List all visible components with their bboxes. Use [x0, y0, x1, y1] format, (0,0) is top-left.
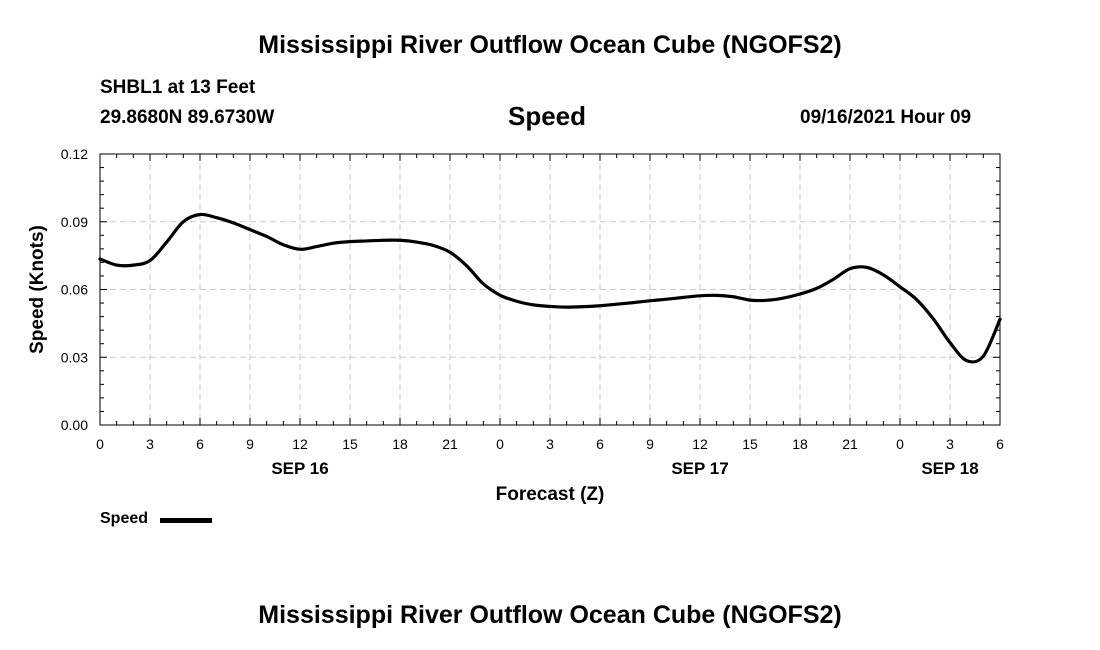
- x-tick-label: 3: [546, 436, 554, 452]
- x-tick-label: 21: [442, 436, 458, 452]
- forecast-datetime: 09/16/2021 Hour 09: [800, 107, 972, 128]
- y-tick-label: 0.03: [61, 349, 88, 365]
- y-tick-label: 0.12: [61, 146, 88, 162]
- x-tick-label: 9: [646, 436, 654, 452]
- x-tick-label: 6: [196, 436, 204, 452]
- x-tick-label: 18: [392, 436, 408, 452]
- x-tick-label: 21: [842, 436, 858, 452]
- x-tick-label: 15: [342, 436, 358, 452]
- footer-title: Mississippi River Outflow Ocean Cube (NG…: [258, 601, 842, 629]
- x-tick-label: 12: [292, 436, 308, 452]
- day-label: SEP 16: [271, 459, 328, 478]
- legend-label: Speed: [100, 510, 149, 527]
- x-axis-label: Forecast (Z): [496, 484, 605, 505]
- station-label: SHBL1 at 13 Feet: [100, 77, 256, 98]
- y-axis-label: Speed (Knots): [27, 225, 48, 354]
- x-tick-label: 6: [596, 436, 604, 452]
- y-tick-label: 0.00: [61, 417, 88, 433]
- series-line-speed: [98, 212, 1002, 364]
- x-tick-label: 18: [792, 436, 808, 452]
- y-tick-label: 0.06: [61, 282, 88, 298]
- x-tick-label: 0: [496, 436, 504, 452]
- y-tick-label: 0.09: [61, 214, 88, 230]
- day-label: SEP 18: [921, 459, 978, 478]
- x-tick-label: 3: [946, 436, 954, 452]
- chart-title: Mississippi River Outflow Ocean Cube (NG…: [258, 31, 842, 59]
- station-coordinates: 29.8680N 89.6730W: [100, 107, 275, 128]
- x-tick-label: 9: [246, 436, 254, 452]
- x-tick-label: 15: [742, 436, 758, 452]
- x-tick-label: 6: [996, 436, 1004, 452]
- legend-line-swatch: [160, 518, 212, 523]
- variable-title: Speed: [508, 101, 587, 131]
- x-tick-label: 0: [896, 436, 904, 452]
- x-tick-label: 12: [692, 436, 708, 452]
- day-label: SEP 17: [671, 459, 728, 478]
- x-tick-label: 0: [96, 436, 104, 452]
- x-tick-label: 3: [146, 436, 154, 452]
